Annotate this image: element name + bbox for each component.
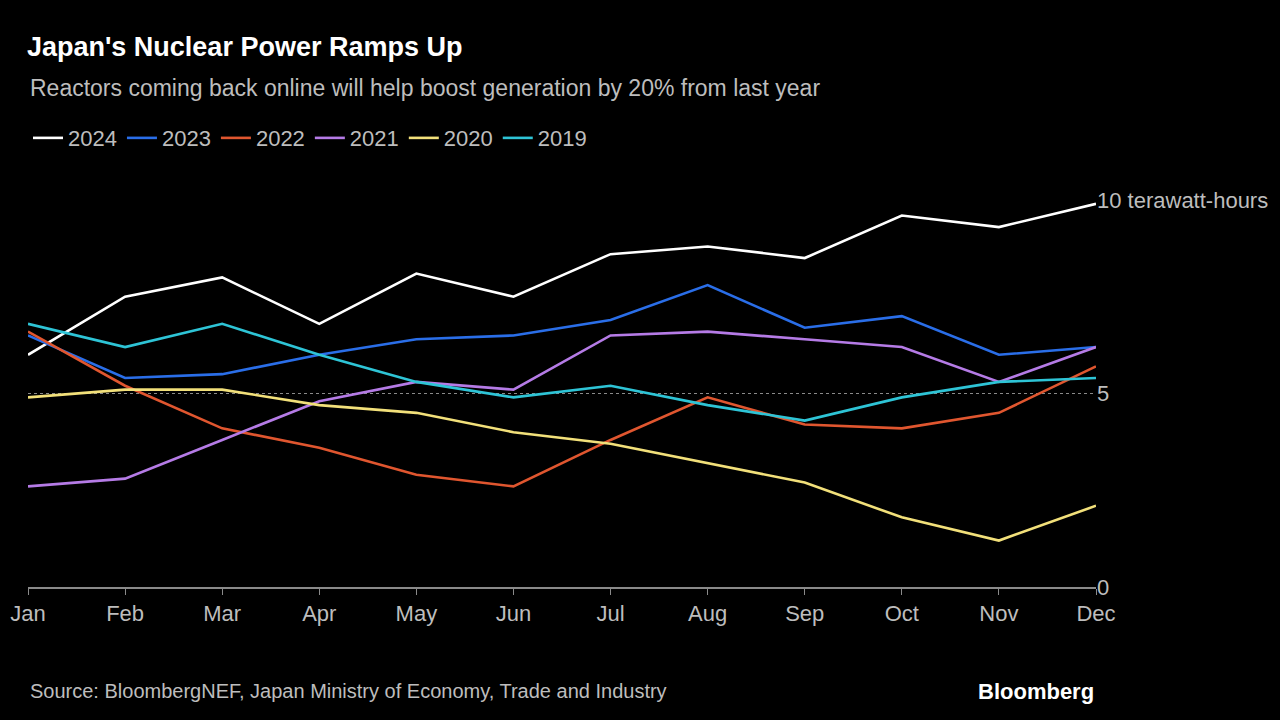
svg-text:Source: BloombergNEF, Japan Mi: Source: BloombergNEF, Japan Ministry of … xyxy=(30,680,667,702)
svg-text:Mar: Mar xyxy=(203,601,241,626)
svg-text:2019: 2019 xyxy=(538,126,587,151)
svg-text:10 terawatt-hours: 10 terawatt-hours xyxy=(1097,188,1268,213)
svg-text:2021: 2021 xyxy=(350,126,399,151)
svg-text:Feb: Feb xyxy=(106,601,144,626)
svg-text:Aug: Aug xyxy=(688,601,727,626)
svg-text:5: 5 xyxy=(1097,381,1109,406)
svg-text:0: 0 xyxy=(1097,575,1109,600)
svg-text:May: May xyxy=(396,601,438,626)
svg-text:Oct: Oct xyxy=(885,601,919,626)
svg-text:Jun: Jun xyxy=(496,601,531,626)
svg-text:Sep: Sep xyxy=(785,601,824,626)
svg-text:Nov: Nov xyxy=(979,601,1018,626)
svg-text:Reactors coming back online wi: Reactors coming back online will help bo… xyxy=(30,75,820,101)
svg-text:Japan's Nuclear Power Ramps Up: Japan's Nuclear Power Ramps Up xyxy=(27,32,463,62)
svg-text:Jul: Jul xyxy=(596,601,624,626)
svg-text:Jan: Jan xyxy=(10,601,45,626)
svg-text:2022: 2022 xyxy=(256,126,305,151)
svg-text:2020: 2020 xyxy=(444,126,493,151)
svg-text:2024: 2024 xyxy=(68,126,117,151)
svg-text:Dec: Dec xyxy=(1076,601,1115,626)
svg-text:2023: 2023 xyxy=(162,126,211,151)
svg-text:Apr: Apr xyxy=(302,601,336,626)
svg-text:Bloomberg: Bloomberg xyxy=(978,679,1094,704)
